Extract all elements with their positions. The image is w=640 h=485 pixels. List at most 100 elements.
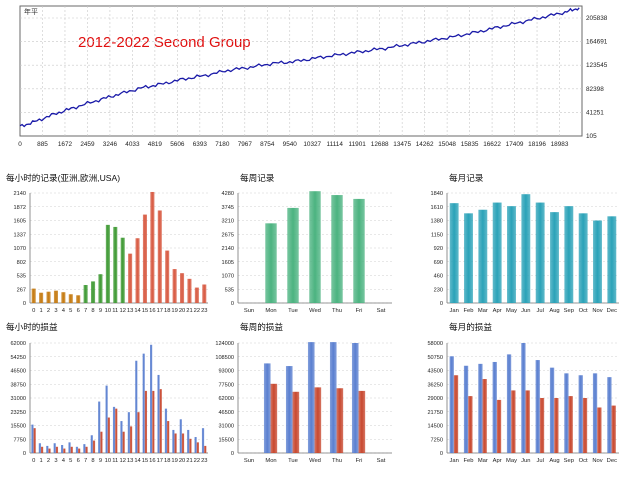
monthly-pnl-x-tick-label: Oct [579, 458, 588, 464]
hourly-records-bar [53, 290, 58, 303]
hourly-records-x-tick-label: 13 [127, 308, 133, 314]
hourly-records-bar [113, 226, 118, 303]
balance-x-tick-label: 12688 [371, 141, 389, 148]
hourly-records-bar [150, 191, 155, 303]
hourly-records-bar [68, 294, 73, 303]
hourly-records-bar [61, 292, 66, 303]
balance-x-tick-label: 5606 [170, 141, 185, 148]
balance-plot-frame [19, 5, 583, 137]
hourly-records-x-tick-label: 9 [99, 308, 102, 314]
monthly-records-y-tick-label: 1610 [431, 205, 443, 211]
weekly-pnl-loss-bar [336, 388, 344, 453]
weekly-records-y-tick-label: 535 [225, 287, 234, 293]
weekly-records-x-tick-label: Tue [288, 308, 298, 314]
hourly-pnl-profit-bar [98, 401, 101, 453]
monthly-pnl-profit-bar [506, 354, 512, 453]
weekly-pnl-loss-bar [292, 391, 300, 453]
hourly-pnl-y-tick-label: 38750 [10, 382, 26, 388]
balance-x-tick-label: 13475 [393, 141, 411, 148]
weekly-pnl-profit-bar [329, 342, 337, 453]
hourly-pnl-profit-bar [90, 435, 93, 453]
hourly-records-bar [31, 288, 36, 303]
hourly-records-bar [202, 284, 207, 303]
hourly-records-bar [180, 273, 185, 303]
monthly-pnl-y-tick-label: 14500 [427, 424, 443, 430]
hourly-pnl-profit-bar [75, 446, 79, 453]
monthly-records-y-tick-label: 1150 [431, 232, 443, 238]
monthly-pnl-x-tick-label: Nov [592, 458, 602, 464]
monthly-records-y-tick-label: 1380 [431, 219, 443, 225]
hourly-pnl-profit-bar [127, 412, 130, 453]
balance-x-tick-label: 18196 [528, 141, 546, 148]
balance-x-tick-label: 885 [37, 141, 48, 148]
weekly-pnl-y-tick-label: 15500 [218, 437, 234, 443]
monthly-records-bar [593, 220, 602, 303]
monthly-records-bar [607, 216, 617, 303]
monthly-pnl-y-tick-label: 29000 [427, 396, 443, 402]
monthly-pnl-x-tick-label: Jan [449, 458, 458, 464]
weekly-pnl-y-tick-label: 0 [231, 451, 234, 457]
hourly-records-y-tick-label: 1337 [14, 232, 26, 238]
hourly-pnl-loss-bar [78, 448, 81, 453]
balance-x-tick-label: 2459 [80, 141, 95, 148]
weekly-pnl-x-tick-label: Fri [356, 458, 363, 464]
weekly-records-x-tick-label: Thu [332, 308, 342, 314]
hourly-pnl-loss-bar [189, 438, 192, 453]
balance-y-tick-label: 164691 [586, 39, 608, 46]
hourly-records-bar [83, 285, 88, 303]
hourly-records-bar [91, 281, 96, 303]
hourly-records-y-tick-label: 0 [23, 301, 26, 307]
sub-charts: 每小时的记录(亚洲,欧洲,USA)21401872160513371070802… [6, 172, 619, 464]
balance-y-tick-label: 123545 [586, 62, 608, 69]
hourly-pnl-chart: 每小时的损益6200054250465003875031000232501550… [6, 321, 208, 464]
weekly-records-y-tick-label: 4280 [222, 191, 234, 197]
hourly-records-x-tick-label: 18 [164, 308, 170, 314]
weekly-pnl-x-tick-label: Wed [309, 458, 321, 464]
weekly-pnl-loss-bar [314, 387, 322, 453]
weekly-records-bar [353, 198, 365, 303]
hourly-records-x-tick-label: 17 [157, 308, 163, 314]
weekly-pnl-y-tick-label: 108500 [215, 355, 234, 361]
hourly-pnl-y-tick-label: 7750 [14, 437, 26, 443]
hourly-pnl-profit-bar [164, 408, 168, 453]
hourly-pnl-x-tick-label: 5 [69, 458, 72, 464]
hourly-pnl-y-tick-label: 62000 [10, 341, 26, 347]
hourly-pnl-x-tick-label: 23 [201, 458, 207, 464]
hourly-records-bar [187, 278, 192, 303]
hourly-records-x-tick-label: 12 [119, 308, 125, 314]
hourly-pnl-y-tick-label: 46500 [10, 369, 26, 375]
balance-x-tick-label: 11114 [327, 141, 344, 148]
hourly-records-bar [39, 292, 44, 303]
hourly-pnl-x-tick-label: 3 [54, 458, 57, 464]
hourly-records-x-tick-label: 8 [91, 308, 94, 314]
monthly-pnl-x-tick-label: Apr [493, 458, 502, 464]
hourly-pnl-profit-bar [53, 443, 56, 453]
weekly-pnl-chart: 每周的损益 124000 108500 93000 77500 62000 46500 310… [215, 321, 392, 464]
monthly-records-x-tick-label: Jan [449, 308, 458, 314]
monthly-pnl-profit-bar [578, 375, 583, 453]
weekly-records-bar [331, 195, 343, 303]
hourly-pnl-profit-bar [105, 385, 108, 453]
hourly-pnl-profit-bar [68, 442, 71, 453]
hourly-records-x-tick-label: 4 [62, 308, 66, 314]
balance-x-tick-label: 14262 [416, 141, 434, 148]
monthly-records-x-tick-label: Jul [536, 308, 543, 314]
monthly-records-y-tick-label: 230 [434, 287, 443, 293]
monthly-pnl-y-tick-label: 58000 [427, 341, 443, 347]
hourly-pnl-profit-bar [112, 406, 116, 453]
hourly-records-x-tick-label: 16 [149, 308, 155, 314]
hourly-pnl-x-tick-label: 22 [194, 458, 200, 464]
monthly-pnl-chart: 每月的损益 58000 50750 43500 36250 29000 21750 14500… [427, 321, 619, 464]
hourly-pnl-loss-bar [122, 431, 125, 453]
monthly-pnl-loss-bar [554, 398, 559, 453]
hourly-pnl-x-tick-label: 21 [186, 458, 192, 464]
hourly-pnl-profit-bar [157, 374, 160, 453]
weekly-records-y-tick-label: 1070 [222, 274, 234, 280]
balance-x-tick-label: 10327 [303, 141, 321, 148]
weekly-pnl-y-tick-label: 46500 [218, 410, 234, 416]
hourly-pnl-loss-bar [92, 440, 96, 453]
hourly-records-x-tick-label: 23 [201, 308, 207, 314]
hourly-pnl-x-tick-label: 8 [91, 458, 94, 464]
weekly-pnl-profit-bar [307, 342, 315, 453]
